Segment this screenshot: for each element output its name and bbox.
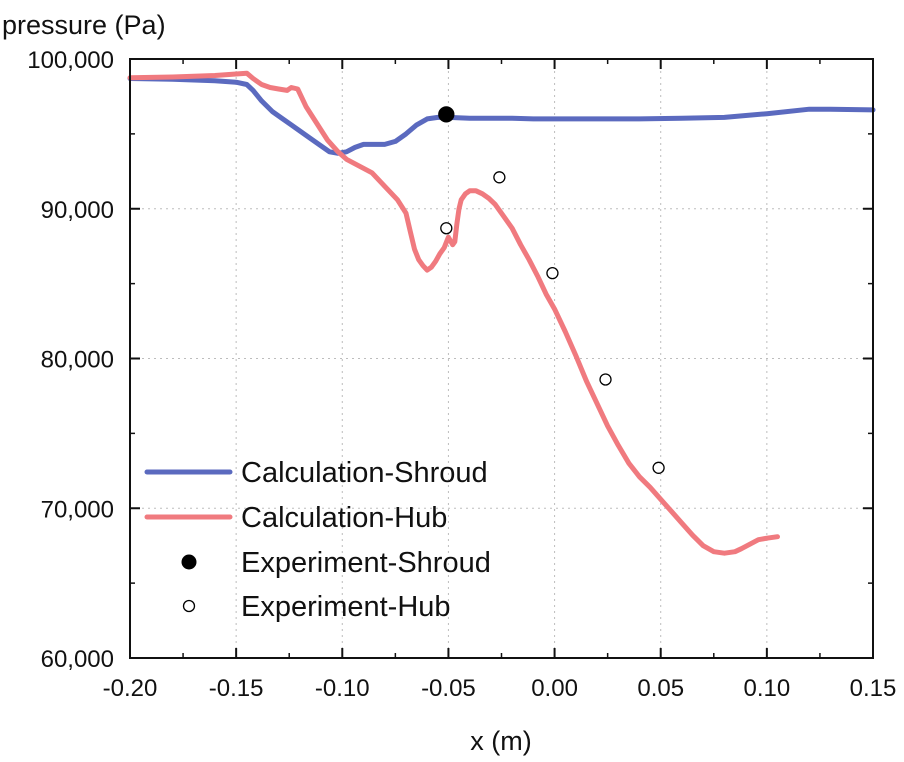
- series-line-calculation-shroud: [127, 76, 876, 156]
- legend-item: Calculation-Shroud: [144, 457, 488, 489]
- y-tick-labels: 60,000 70,000 80,000 90,000 100,000: [27, 47, 114, 673]
- legend-item: Experiment-Shroud: [181, 547, 491, 579]
- data-point-experiment-hub: [440, 222, 453, 235]
- x-tick-label: -0.05: [421, 675, 476, 702]
- y-tick-label: 90,000: [41, 197, 114, 224]
- y-tick-label: 100,000: [27, 47, 114, 74]
- legend-label: Experiment-Hub: [241, 591, 451, 623]
- series-layer: [127, 70, 876, 556]
- y-tick-label: 70,000: [41, 496, 114, 523]
- data-point-experiment-hub: [546, 266, 559, 280]
- legend-filled-circle-swatch: [181, 554, 197, 570]
- data-point-experiment-hub: [652, 461, 665, 474]
- y-tick-label: 80,000: [41, 347, 114, 374]
- x-tick-label: -0.15: [209, 675, 264, 702]
- legend-open-circle-swatch: [182, 599, 196, 613]
- axis-ticks: [129, 58, 874, 659]
- x-tick-labels: -0.20 -0.15 -0.10 -0.05 0.00 0.05 0.10 0.15: [103, 675, 897, 702]
- x-tick-label: 0.00: [531, 675, 578, 702]
- x-tick-label: 0.10: [743, 675, 790, 702]
- x-tick-label: -0.10: [315, 675, 370, 702]
- series-line-calculation-hub: [127, 70, 780, 556]
- x-axis-title: x (m): [470, 726, 531, 756]
- data-point-experiment-shroud: [438, 106, 455, 123]
- data-point-experiment-hub: [599, 373, 612, 386]
- points-layer: [438, 106, 665, 474]
- y-tick-label: 60,000: [41, 646, 114, 673]
- legend-label: Experiment-Shroud: [241, 547, 491, 579]
- x-tick-label: 0.15: [850, 675, 897, 702]
- x-tick-label: -0.20: [103, 675, 158, 702]
- legend-label: Calculation-Shroud: [241, 457, 488, 489]
- data-point-experiment-hub: [493, 171, 506, 184]
- legend-item: Experiment-Hub: [182, 591, 451, 623]
- x-tick-label: 0.05: [637, 675, 684, 702]
- y-axis-title: pressure (Pa): [2, 10, 166, 40]
- grid: [130, 59, 873, 658]
- legend: Calculation-Shroud Calculation-Hub Experim…: [144, 457, 491, 623]
- legend-item: Calculation-Hub: [144, 502, 447, 534]
- legend-label: Calculation-Hub: [241, 502, 447, 534]
